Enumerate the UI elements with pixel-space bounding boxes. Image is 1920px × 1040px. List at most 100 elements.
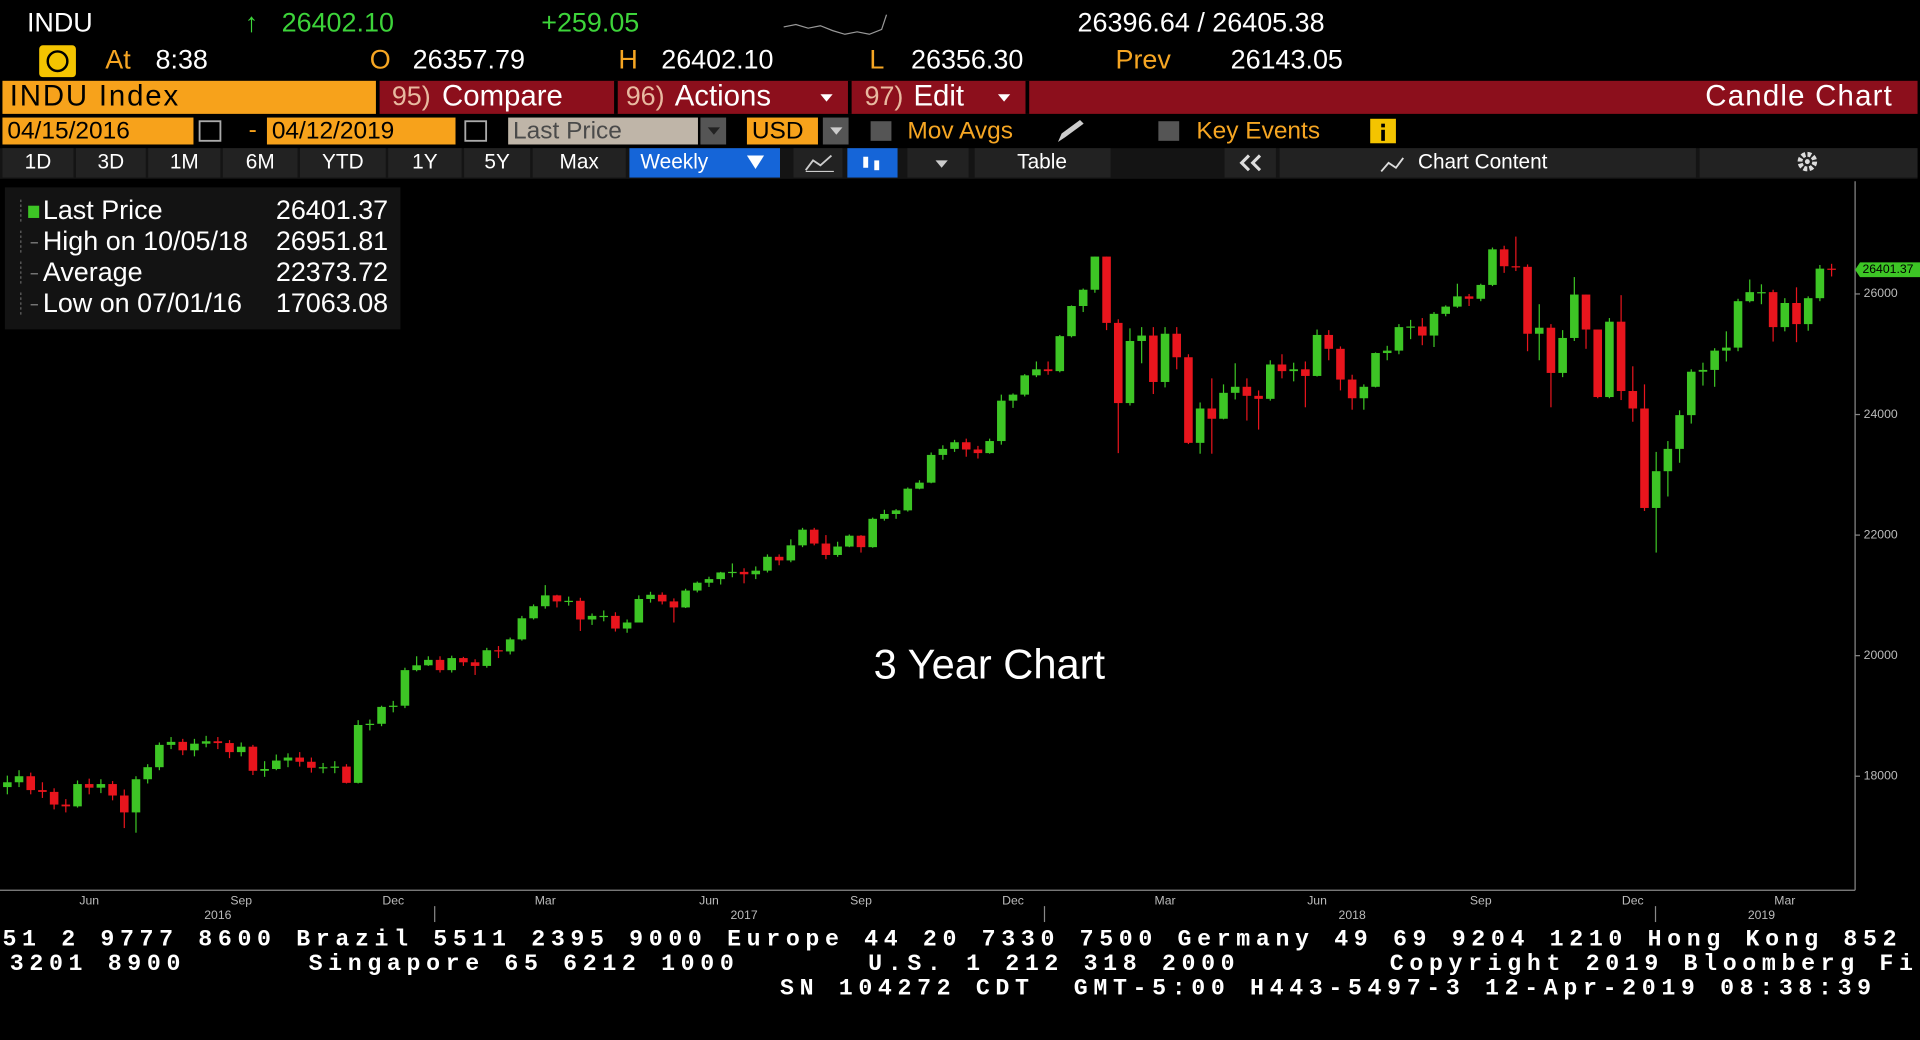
table-button[interactable] (974, 148, 1111, 178)
candle-body (1593, 329, 1603, 398)
range-button[interactable] (148, 148, 221, 178)
range-buttons: 1D 3D 1M 6M YTD 1Y 5Y Max (2, 148, 626, 178)
candle-icon (874, 160, 880, 171)
candle-body (1722, 347, 1731, 351)
start-date-box[interactable] (2, 117, 194, 145)
stat-value: 22373.72 (276, 257, 388, 287)
candle-body (1640, 408, 1649, 508)
candle-body (681, 590, 690, 608)
candle-body (108, 784, 117, 796)
collapse-button[interactable] (1224, 148, 1276, 178)
gear-icon (1804, 159, 1810, 165)
candle-body (1219, 392, 1228, 419)
candle-body (833, 546, 842, 555)
candle-body (236, 746, 246, 753)
pencil-icon[interactable] (1057, 120, 1084, 143)
candle-body (739, 571, 749, 575)
candle-body (903, 488, 913, 511)
calendar-icon[interactable] (198, 120, 222, 142)
candle-body (786, 545, 796, 561)
ticker: INDU (27, 8, 93, 38)
range-button[interactable] (222, 148, 298, 178)
stat-label: Average (43, 257, 143, 287)
candle-body (1476, 284, 1486, 299)
candle-body (1686, 371, 1696, 416)
candle-body (552, 595, 562, 602)
alert-icon[interactable] (39, 45, 76, 78)
dropdown-arrow (707, 127, 720, 135)
range-button[interactable] (300, 148, 386, 178)
prev-label: Prev (1116, 44, 1172, 74)
candle-body (646, 594, 655, 599)
candle-body (1464, 296, 1474, 299)
x-year-label: 2018 (1339, 908, 1366, 922)
security-box[interactable] (2, 80, 376, 114)
candle-body (178, 741, 188, 751)
actions[interactable]: Actions (675, 80, 771, 113)
candle-body (1324, 334, 1334, 349)
candle-body (1230, 386, 1240, 393)
candle-body (14, 776, 24, 783)
range-label: 6M (246, 150, 275, 173)
x-tick-label: Mar (1774, 893, 1795, 907)
candle-body (166, 741, 176, 745)
bid-ask: 26396.64 / 26405.38 (1078, 8, 1325, 38)
chart-content-button[interactable] (1279, 148, 1696, 178)
candle-body (1406, 326, 1415, 328)
candle-body (377, 706, 386, 724)
candle-body (751, 570, 761, 575)
edit-number: 97) (864, 81, 903, 111)
x-tick-label: Sep (230, 893, 252, 907)
candle-body (49, 791, 59, 805)
range-button[interactable] (464, 148, 531, 178)
stat-label: Last Price (43, 195, 163, 225)
edit[interactable]: Edit (913, 80, 964, 113)
candle-body (868, 518, 877, 548)
candle-body (1418, 326, 1427, 336)
calendar-icon[interactable] (464, 120, 488, 142)
checkbox[interactable] (1158, 121, 1180, 141)
up-arrow: ↑ (245, 8, 258, 38)
candle-body (997, 400, 1006, 442)
candle-body (1032, 369, 1041, 376)
range-button[interactable] (2, 148, 74, 178)
candle-body (1570, 294, 1579, 338)
chevron (1250, 154, 1262, 172)
footer-line: Singapore 65 6212 1000 (309, 951, 740, 977)
candle-body (611, 615, 620, 629)
candle-body (915, 482, 924, 489)
legend-swatch (28, 205, 40, 218)
candle-body (845, 535, 854, 547)
currency-box[interactable] (746, 117, 818, 145)
candle-button[interactable] (847, 148, 898, 178)
range-button[interactable] (388, 148, 462, 178)
candle-body (459, 658, 468, 663)
x-tick-label: Dec (1002, 893, 1024, 907)
end-date-box[interactable] (266, 117, 456, 145)
candle-body (400, 670, 410, 706)
x-year-label: 2017 (730, 908, 757, 922)
y-tick-label: 20000 (1864, 648, 1898, 662)
candle-body (1453, 296, 1462, 307)
date-dash: - (249, 116, 257, 143)
field: Last Price (513, 118, 622, 145)
field-box[interactable] (508, 117, 698, 145)
candle-body (213, 741, 223, 744)
stat-label: Low on 07/01/16 (43, 288, 242, 318)
range-button[interactable] (532, 148, 626, 178)
candle-body (880, 513, 889, 519)
sparkline (783, 14, 888, 35)
candle-body (1043, 369, 1053, 372)
gear-icon (1797, 151, 1818, 172)
candle-body (131, 779, 141, 813)
y-tick-label: 24000 (1864, 407, 1898, 421)
candle-body (1827, 268, 1836, 270)
candle-body (926, 454, 936, 483)
footer-line: 3201 8900 (10, 951, 186, 977)
candle-body (143, 767, 152, 780)
footer-line: Copyright 2019 Bloomberg Fi (1390, 951, 1919, 977)
candle-body (365, 723, 375, 726)
range-button[interactable] (75, 148, 146, 178)
checkbox[interactable] (870, 121, 892, 141)
